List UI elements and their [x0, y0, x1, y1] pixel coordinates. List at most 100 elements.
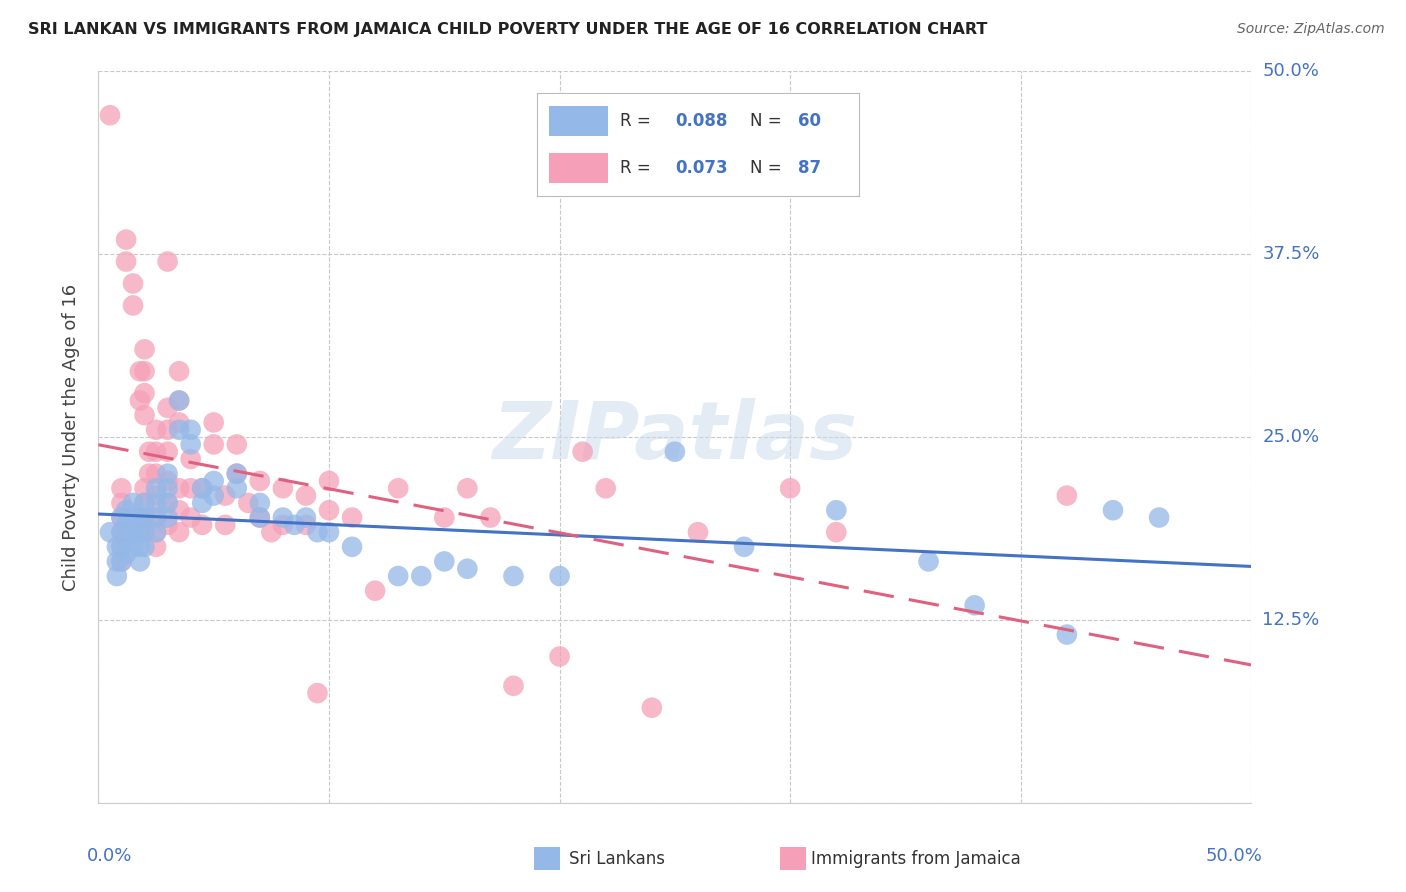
Point: [733, 540, 755, 554]
Point: [145, 510, 167, 524]
Point: [456, 481, 478, 495]
Point: [105, 540, 128, 554]
Point: [318, 503, 340, 517]
Point: [145, 510, 167, 524]
Point: [225, 467, 247, 481]
Point: [122, 277, 145, 291]
Point: [156, 467, 179, 481]
Point: [129, 554, 152, 568]
Point: [340, 540, 363, 554]
Point: [122, 540, 145, 554]
Text: Sri Lankans: Sri Lankans: [569, 849, 665, 868]
Point: [318, 474, 340, 488]
Point: [115, 233, 138, 247]
Point: [156, 401, 179, 415]
Point: [110, 481, 132, 495]
Text: Immigrants from Jamaica: Immigrants from Jamaica: [811, 849, 1021, 868]
Point: [115, 254, 138, 268]
Point: [180, 452, 202, 467]
Point: [115, 517, 138, 532]
Point: [145, 540, 167, 554]
Point: [98, 108, 121, 122]
Point: [134, 364, 156, 378]
Point: [191, 496, 214, 510]
Point: [98, 525, 121, 540]
Point: [318, 525, 340, 540]
Point: [191, 481, 214, 495]
Point: [1147, 510, 1170, 524]
Point: [917, 554, 939, 568]
Point: [156, 444, 179, 458]
Point: [225, 467, 247, 481]
Point: [122, 298, 145, 312]
Point: [214, 517, 236, 532]
Text: 0.0%: 0.0%: [87, 847, 132, 864]
Point: [571, 444, 593, 458]
Point: [110, 525, 132, 540]
Point: [110, 554, 132, 568]
Point: [105, 569, 128, 583]
Point: [105, 554, 128, 568]
Point: [686, 525, 709, 540]
Point: [595, 481, 617, 495]
Point: [110, 510, 132, 524]
Point: [156, 496, 179, 510]
Point: [411, 569, 433, 583]
Point: [271, 510, 294, 524]
Point: [180, 423, 202, 437]
Text: ZIPatlas: ZIPatlas: [492, 398, 858, 476]
Text: SRI LANKAN VS IMMIGRANTS FROM JAMAICA CHILD POVERTY UNDER THE AGE OF 16 CORRELAT: SRI LANKAN VS IMMIGRANTS FROM JAMAICA CH…: [28, 22, 987, 37]
Point: [145, 423, 167, 437]
Point: [249, 496, 271, 510]
Point: [225, 481, 247, 495]
Point: [260, 525, 283, 540]
Point: [202, 474, 225, 488]
Point: [110, 540, 132, 554]
Point: [145, 444, 167, 458]
Point: [156, 474, 179, 488]
Point: [110, 510, 132, 524]
Point: [145, 467, 167, 481]
Point: [825, 503, 848, 517]
Point: [364, 583, 387, 598]
Point: [307, 525, 329, 540]
Point: [387, 569, 409, 583]
Point: [138, 467, 160, 481]
Point: [1102, 503, 1125, 517]
Point: [1056, 627, 1078, 641]
Point: [145, 496, 167, 510]
Point: [502, 569, 524, 583]
Point: [202, 437, 225, 451]
Point: [502, 679, 524, 693]
Point: [134, 408, 156, 422]
Point: [283, 517, 305, 532]
Point: [122, 496, 145, 510]
Point: [271, 481, 294, 495]
Point: [129, 393, 152, 408]
Point: [202, 489, 225, 503]
Point: [664, 444, 686, 458]
Point: [238, 496, 260, 510]
Point: [129, 540, 152, 554]
Point: [156, 496, 179, 510]
Point: [295, 489, 318, 503]
Point: [134, 510, 156, 524]
Point: [110, 540, 132, 554]
Point: [145, 489, 167, 503]
Point: [156, 423, 179, 437]
Text: 37.5%: 37.5%: [1263, 245, 1320, 263]
Point: [271, 517, 294, 532]
Point: [115, 533, 138, 547]
Point: [641, 700, 664, 714]
Point: [180, 510, 202, 524]
Point: [145, 525, 167, 540]
Point: [387, 481, 409, 495]
Point: [479, 510, 502, 524]
Point: [110, 525, 132, 540]
Point: [167, 423, 190, 437]
Point: [122, 510, 145, 524]
Point: [156, 254, 179, 268]
Point: [115, 547, 138, 561]
Point: [340, 510, 363, 524]
Point: [191, 517, 214, 532]
